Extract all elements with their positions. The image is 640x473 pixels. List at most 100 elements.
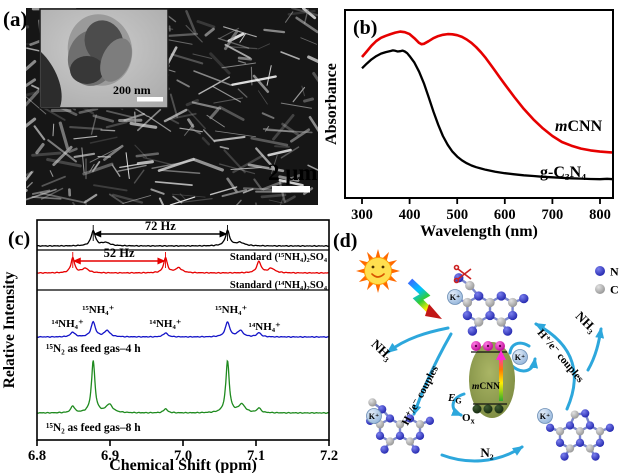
nanorod	[278, 178, 304, 187]
nmr-peak-label: ¹⁴NH₄⁺	[149, 318, 181, 330]
nanorod	[103, 144, 124, 161]
nanorod	[142, 156, 176, 166]
nanorod	[261, 174, 301, 191]
sun-ray	[375, 283, 381, 293]
nanorod	[111, 164, 121, 177]
hole	[483, 404, 493, 414]
k-ion-ball	[366, 408, 382, 424]
nanorod	[26, 117, 37, 128]
nanorod	[169, 93, 179, 118]
eg-main: E	[447, 392, 455, 404]
nmr-peak-label: ¹⁴NH₄⁺	[249, 321, 281, 333]
k-ion: K⁺	[537, 408, 553, 424]
nanorod	[39, 192, 86, 204]
nmr-trace-label: ¹⁵N₂ as feed gas–4 h	[46, 343, 141, 355]
arrow-regenerate-left	[412, 332, 453, 416]
c-atom	[395, 420, 405, 429]
nmr-peak-label: ¹⁵NH₄⁺	[215, 304, 247, 316]
nanorod	[201, 136, 211, 146]
nanorod	[278, 175, 300, 182]
nanorod	[26, 87, 42, 107]
nh3-right-label: NH₃	[573, 308, 600, 335]
nanorod	[26, 59, 37, 72]
arrow-regenerate-right	[534, 322, 576, 411]
nanorod	[196, 19, 216, 29]
nanorod	[193, 158, 224, 172]
nanorod	[237, 88, 248, 98]
tem-inset: 200 nm	[39, 8, 169, 109]
n-atom	[507, 310, 518, 321]
nmr-trace-3	[37, 359, 329, 414]
panel-d-label: (d)	[333, 230, 357, 252]
nanorod	[281, 122, 300, 136]
nanorod	[122, 195, 152, 204]
k-ion-label: K⁺	[515, 353, 525, 362]
nanorod	[209, 186, 238, 196]
nanorod	[267, 148, 292, 157]
tem-particle	[70, 56, 104, 84]
nanorod	[169, 196, 196, 205]
nanorod	[105, 121, 128, 129]
c-atom	[368, 398, 377, 407]
nanorod	[212, 85, 241, 103]
nanorod	[312, 72, 318, 83]
inset-scalebar-label: 200 nm	[113, 83, 151, 97]
nanorod	[187, 108, 206, 130]
nanorod	[108, 193, 124, 205]
tem-particle	[100, 38, 132, 82]
nanorod	[119, 163, 139, 169]
arrow-nh3-left	[386, 326, 450, 354]
nanorod	[93, 184, 128, 192]
n-atom	[581, 409, 590, 418]
nanorod	[26, 91, 37, 97]
nanorod	[100, 129, 116, 132]
nanorod	[83, 193, 98, 204]
reaction-arrows	[386, 322, 605, 463]
panel-a-sem: (a) 200 nm 2 μm	[3, 7, 318, 205]
nanorod	[301, 8, 317, 20]
nanorod	[26, 188, 57, 201]
nmr-trace-label: Standard (¹⁵NH₄)₂SO₄	[230, 252, 328, 263]
n-atom	[474, 291, 484, 301]
curve-label-mcnn-m: m	[555, 118, 567, 135]
n-atom	[462, 310, 473, 321]
nanorod	[237, 56, 253, 61]
nmr-peak-label: ¹⁵NH₄⁺	[82, 304, 114, 316]
nanorod	[81, 147, 85, 174]
bolt-body	[407, 278, 436, 317]
nanorod	[229, 46, 258, 50]
nanorod	[147, 115, 172, 132]
k-ion-label: K⁺	[369, 412, 379, 421]
band-diagram: mCNN	[469, 341, 515, 418]
nmr-tick-label: 7.2	[320, 448, 338, 464]
nanorod	[209, 108, 220, 120]
nanorod	[252, 74, 270, 93]
c-atom	[507, 297, 518, 308]
scissors-icon	[453, 264, 472, 284]
nanorod	[280, 146, 300, 159]
nanorod	[157, 157, 195, 172]
nmr-peak-label: ¹⁴NH₄⁺	[52, 318, 84, 330]
nanorod	[255, 147, 277, 171]
nanorod	[26, 78, 37, 88]
uvvis-curve-1	[361, 49, 613, 181]
nanorod	[150, 188, 165, 195]
nanorod	[26, 181, 33, 188]
nanorod	[160, 169, 201, 174]
nanorod	[179, 193, 186, 200]
k-ion-label: K⁺	[450, 293, 460, 302]
nanorod	[68, 147, 78, 153]
arrow-electron-transfer	[509, 357, 539, 373]
potassium-ions: K⁺ K⁺ K⁺ K⁺	[366, 289, 553, 424]
nanorod	[41, 175, 66, 187]
nanorod	[307, 164, 318, 171]
tem-shadow	[41, 52, 62, 107]
sun-face	[364, 257, 392, 285]
mcnn-particle	[469, 342, 515, 418]
nmr-trace-0	[37, 229, 329, 247]
nanorod	[137, 108, 162, 132]
panel-a-label: (a)	[3, 7, 28, 31]
atom-legend: N C	[595, 265, 619, 297]
k-ion-ball	[447, 289, 463, 305]
uvvis-tick-label: 400	[399, 207, 421, 223]
